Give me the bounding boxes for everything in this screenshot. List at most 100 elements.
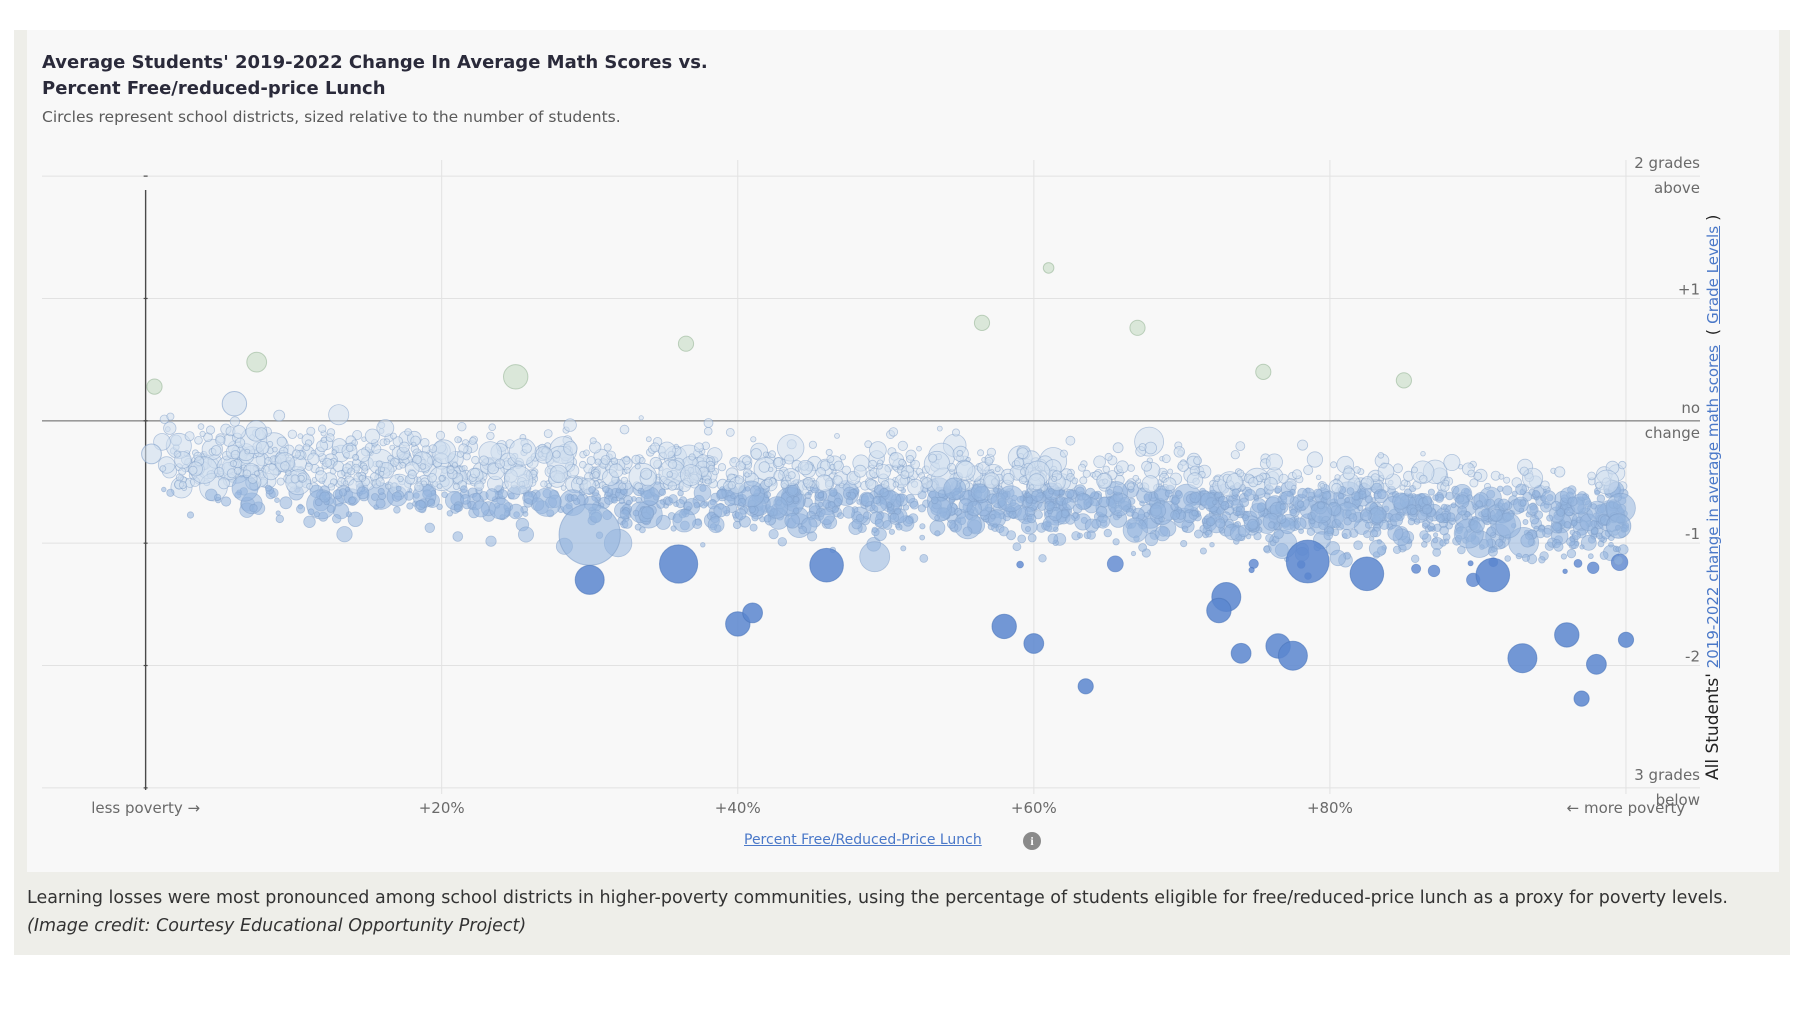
district-bubble: [471, 455, 480, 465]
district-bubble: [1554, 622, 1580, 648]
district-bubble: [214, 493, 222, 501]
district-bubble: [1248, 476, 1259, 488]
district-bubble: [1605, 513, 1632, 539]
district-bubble: [1531, 489, 1540, 498]
district-bubble: [1175, 489, 1182, 497]
info-circle-icon[interactable]: i: [1023, 832, 1041, 850]
district-bubble: [879, 487, 889, 498]
district-bubble: [1167, 468, 1174, 475]
district-bubble: [1253, 532, 1262, 541]
district-bubble: [1410, 460, 1435, 484]
district-bubble: [558, 503, 621, 566]
district-bubble: [583, 449, 590, 457]
district-bubble: [1331, 482, 1342, 494]
district-bubble: [199, 430, 206, 437]
district-bubble: [1273, 528, 1284, 540]
district-bubble: [1126, 482, 1135, 491]
district-bubble: [1445, 491, 1454, 501]
district-bubble: [688, 453, 696, 461]
district-bubble: [943, 477, 967, 501]
district-bubble: [314, 470, 328, 483]
district-bubble: [984, 456, 994, 466]
district-bubble: [973, 314, 991, 331]
district-bubble: [1319, 483, 1325, 489]
district-bubble: [1379, 519, 1390, 530]
district-bubble: [1360, 509, 1372, 521]
district-bubble: [763, 491, 772, 499]
district-bubble: [1138, 543, 1147, 552]
district-bubble: [1058, 489, 1065, 496]
district-bubble: [1409, 507, 1418, 516]
district-bubble: [1106, 555, 1124, 573]
district-bubble: [436, 503, 443, 510]
district-bubble: [1502, 485, 1513, 496]
district-bubble: [1220, 501, 1230, 510]
x-axis-title-link[interactable]: Percent Free/Reduced-Price Lunch: [744, 832, 982, 848]
district-bubble: [446, 465, 455, 474]
district-bubble: [1586, 561, 1600, 575]
district-bubble: [163, 421, 177, 435]
district-bubble: [765, 496, 789, 519]
district-bubble: [1212, 499, 1218, 505]
district-bubble: [907, 478, 924, 496]
district-bubble: [214, 466, 225, 478]
district-bubble: [634, 463, 641, 470]
district-bubble: [411, 441, 417, 447]
grade-levels-link[interactable]: Grade Levels: [1704, 225, 1722, 324]
district-bubble: [869, 441, 887, 459]
district-bubble: [986, 447, 997, 457]
district-bubble: [659, 544, 699, 584]
district-bubble: [1012, 542, 1022, 552]
district-bubble: [344, 486, 351, 493]
district-bubble: [797, 459, 813, 476]
district-bubble: [727, 481, 736, 490]
district-bubble: [1071, 477, 1079, 485]
district-bubble: [1191, 509, 1198, 517]
district-bubble: [1065, 489, 1075, 499]
district-bubble: [1098, 496, 1110, 508]
district-bubble: [1334, 474, 1341, 481]
district-bubble: [1395, 372, 1413, 389]
x-tick-label: +60%: [1011, 799, 1057, 817]
district-bubble: [399, 461, 407, 469]
district-bubble: [1044, 500, 1055, 512]
district-bubble: [621, 518, 633, 529]
district-bubble: [1348, 513, 1358, 522]
district-bubble: [141, 443, 162, 465]
district-bubble: [677, 335, 695, 352]
district-bubble: [378, 470, 385, 477]
district-bubble: [1495, 538, 1504, 547]
district-bubble: [833, 497, 843, 507]
district-bubble: [1268, 521, 1276, 529]
district-bubble: [570, 494, 578, 502]
district-bubble: [338, 488, 348, 497]
district-bubble: [1519, 499, 1527, 507]
district-bubble: [427, 498, 436, 507]
district-bubble: [586, 456, 596, 466]
district-bubble: [1553, 541, 1564, 552]
district-bubble: [255, 441, 270, 455]
district-bubble: [1047, 533, 1059, 545]
district-bubble: [956, 449, 964, 457]
district-bubble: [1074, 493, 1092, 511]
image-credit: (Image credit: Courtesy Educational Oppo…: [27, 916, 527, 936]
district-bubble: [398, 441, 410, 453]
district-bubble: [194, 435, 203, 445]
district-bubble: [947, 462, 956, 472]
district-bubble: [632, 509, 640, 517]
district-bubble: [454, 436, 462, 444]
district-bubble: [742, 602, 763, 624]
district-bubble: [1587, 553, 1594, 560]
district-bubble: [900, 545, 907, 552]
y-tick-label: no: [1681, 399, 1700, 417]
district-bubble: [919, 523, 926, 530]
y-axis-measure-link[interactable]: 2019-2022 change in average math scores: [1704, 345, 1722, 669]
district-bubble: [745, 486, 751, 492]
district-bubble: [1518, 507, 1525, 513]
district-bubble: [478, 455, 489, 466]
district-bubble: [358, 474, 366, 482]
district-bubble: [287, 429, 298, 440]
district-bubble: [640, 467, 653, 480]
district-bubble: [1189, 491, 1201, 504]
district-bubble: [276, 477, 285, 486]
